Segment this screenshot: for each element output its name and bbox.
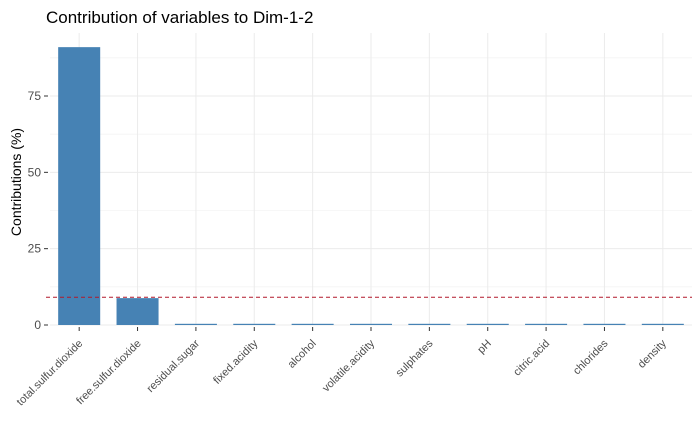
x-tick-label: volatile.acidity	[320, 337, 377, 394]
bar-fixed-acidity	[233, 323, 276, 325]
bars-group	[58, 47, 684, 325]
bar-sulphates	[408, 323, 451, 325]
y-tick-label: 0	[34, 318, 41, 332]
x-tick-label: free.sulfur.dioxide	[74, 338, 143, 407]
bar-free-sulfur-dioxide	[116, 298, 159, 325]
x-tick-label: citric.acid	[511, 338, 552, 379]
y-tick-label: 50	[28, 165, 42, 179]
grid-lines	[50, 33, 692, 326]
x-tick-label: density	[636, 337, 669, 370]
x-tick-label: residual.sugar	[145, 337, 203, 395]
x-tick-label: fixed.acidity	[211, 337, 260, 386]
x-tick-label: pH	[475, 338, 493, 356]
bar-chlorides	[583, 323, 626, 325]
y-axis-label: Contributions (%)	[8, 128, 24, 236]
bar-volatile-acidity	[349, 323, 393, 325]
y-tick-label: 75	[28, 89, 42, 103]
bar-total-sulfur-dioxide	[58, 47, 101, 325]
bar-alcohol	[291, 323, 334, 325]
bar-pH	[466, 323, 509, 325]
y-tick-label: 25	[28, 242, 42, 256]
bar-residual-sugar	[174, 323, 217, 325]
x-tick-label: alcohol	[286, 338, 319, 371]
bar-density	[641, 323, 684, 325]
chart-title: Contribution of variables to Dim-1-2	[46, 8, 313, 27]
y-axis-ticks: 0 25 50 75	[28, 89, 48, 332]
bar-citric-acid	[525, 323, 568, 325]
x-tick-label: chlorides	[571, 337, 611, 377]
x-tick-label: sulphates	[394, 337, 436, 379]
